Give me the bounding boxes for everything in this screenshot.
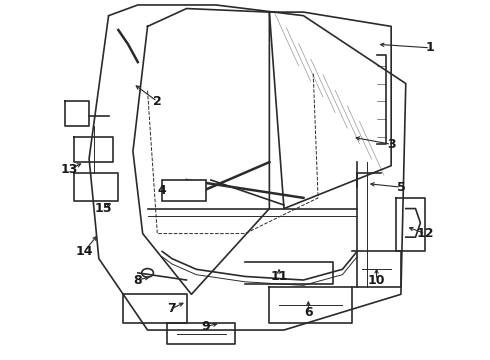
FancyBboxPatch shape xyxy=(162,180,206,202)
Text: 7: 7 xyxy=(168,302,176,315)
Text: 5: 5 xyxy=(396,181,405,194)
Text: 8: 8 xyxy=(133,274,142,287)
Text: 2: 2 xyxy=(153,95,162,108)
Text: 11: 11 xyxy=(270,270,288,283)
Text: 12: 12 xyxy=(416,227,434,240)
Text: 9: 9 xyxy=(202,320,210,333)
Text: 4: 4 xyxy=(158,184,167,197)
Text: 13: 13 xyxy=(61,163,78,176)
Text: 6: 6 xyxy=(304,306,313,319)
Text: 10: 10 xyxy=(368,274,385,287)
Text: 1: 1 xyxy=(426,41,435,54)
Text: 3: 3 xyxy=(387,138,395,151)
Text: 15: 15 xyxy=(95,202,113,215)
Text: 14: 14 xyxy=(75,245,93,258)
